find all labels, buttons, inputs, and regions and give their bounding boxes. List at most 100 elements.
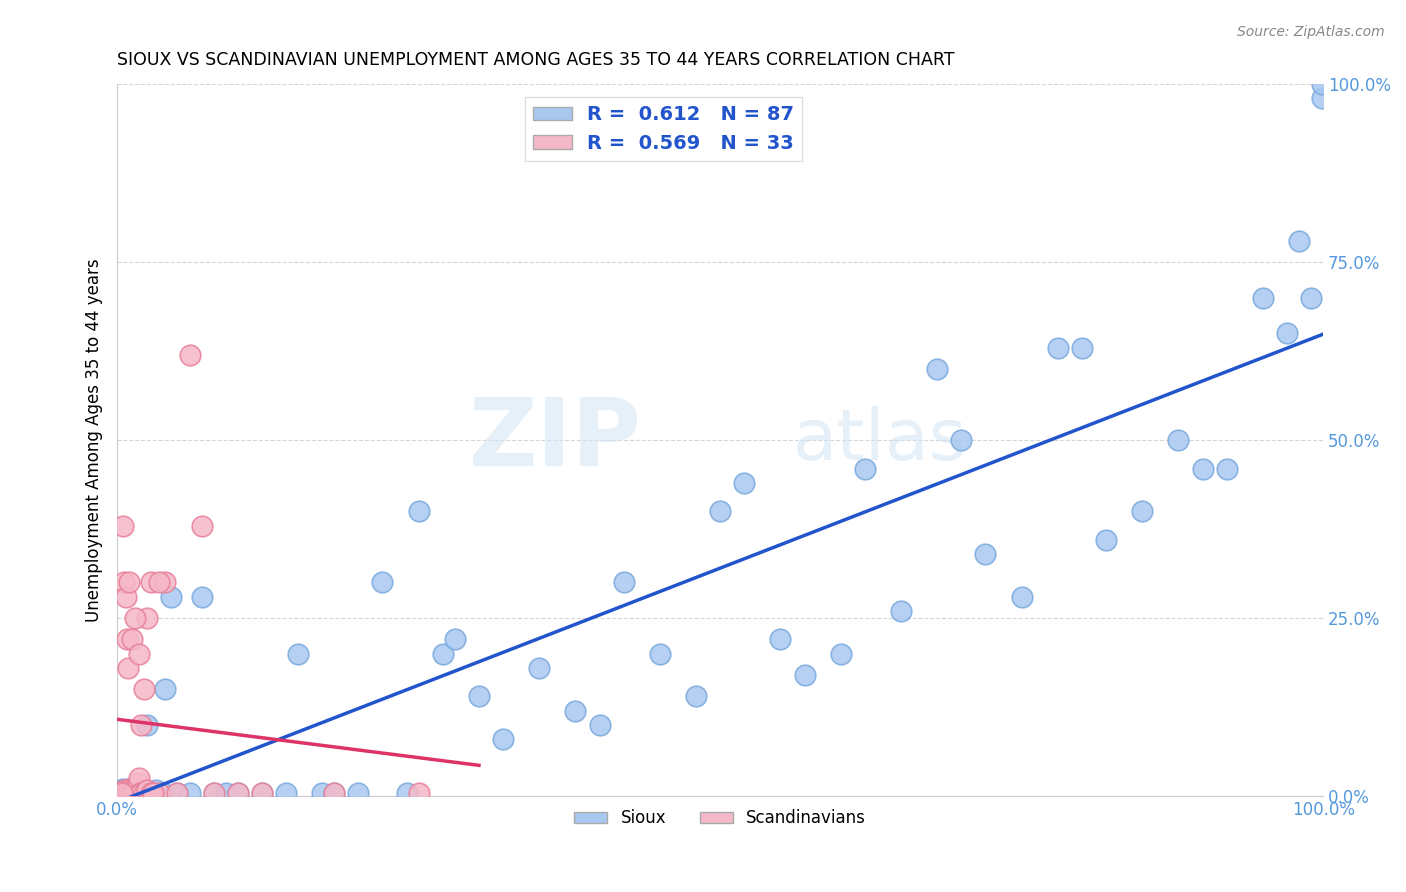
Point <box>152 785 174 799</box>
Point <box>124 611 146 625</box>
Point <box>733 475 755 490</box>
Point <box>179 785 201 799</box>
Point <box>110 785 132 799</box>
Point <box>117 661 139 675</box>
Point <box>115 785 138 799</box>
Point <box>115 785 138 799</box>
Point <box>139 575 162 590</box>
Point <box>142 785 165 799</box>
Point <box>118 575 141 590</box>
Point <box>117 783 139 797</box>
Point <box>1130 504 1153 518</box>
Point <box>371 575 394 590</box>
Point <box>121 787 143 801</box>
Point <box>124 781 146 796</box>
Point <box>432 647 454 661</box>
Point <box>131 785 153 799</box>
Point <box>136 718 159 732</box>
Point <box>311 785 333 799</box>
Point <box>114 785 136 799</box>
Text: Source: ZipAtlas.com: Source: ZipAtlas.com <box>1237 25 1385 39</box>
Point <box>122 783 145 797</box>
Point <box>128 785 150 799</box>
Point <box>108 785 131 799</box>
Point <box>287 647 309 661</box>
Point <box>226 785 249 799</box>
Point <box>121 785 143 799</box>
Point <box>129 785 152 799</box>
Point <box>128 787 150 801</box>
Point <box>274 785 297 799</box>
Point <box>709 504 731 518</box>
Text: atlas: atlas <box>793 406 967 475</box>
Point <box>492 732 515 747</box>
Point <box>1191 461 1213 475</box>
Point <box>226 785 249 799</box>
Point <box>136 611 159 625</box>
Point <box>529 661 551 675</box>
Point <box>250 785 273 799</box>
Point <box>155 575 177 590</box>
Point <box>112 518 135 533</box>
Point <box>927 362 949 376</box>
Point <box>142 785 165 799</box>
Point <box>115 785 138 799</box>
Point <box>125 785 148 799</box>
Point <box>132 682 155 697</box>
Point <box>112 785 135 799</box>
Point <box>139 785 162 799</box>
Point <box>132 785 155 799</box>
Point <box>166 785 188 799</box>
Point <box>395 785 418 799</box>
Point <box>131 785 153 799</box>
Point <box>1310 77 1333 91</box>
Point <box>128 647 150 661</box>
Point <box>1167 433 1189 447</box>
Point <box>118 781 141 796</box>
Point <box>1011 590 1033 604</box>
Point <box>120 785 142 799</box>
Point <box>1299 291 1322 305</box>
Point <box>148 785 170 799</box>
Point <box>114 787 136 801</box>
Point <box>793 668 815 682</box>
Point <box>129 781 152 796</box>
Point <box>215 785 238 799</box>
Point <box>136 783 159 797</box>
Point <box>408 504 430 518</box>
Text: SIOUX VS SCANDINAVIAN UNEMPLOYMENT AMONG AGES 35 TO 44 YEARS CORRELATION CHART: SIOUX VS SCANDINAVIAN UNEMPLOYMENT AMONG… <box>117 51 955 69</box>
Point <box>1288 234 1310 248</box>
Point <box>148 787 170 801</box>
Point <box>408 785 430 799</box>
Point <box>648 647 671 661</box>
Point <box>853 461 876 475</box>
Point <box>121 783 143 797</box>
Point <box>120 785 142 799</box>
Point <box>135 787 157 801</box>
Point <box>110 785 132 799</box>
Point <box>1310 91 1333 105</box>
Point <box>769 632 792 647</box>
Point <box>1275 326 1298 341</box>
Point <box>114 590 136 604</box>
Point <box>118 783 141 797</box>
Point <box>950 433 973 447</box>
Point <box>190 518 212 533</box>
Point <box>685 690 707 704</box>
Point <box>613 575 636 590</box>
Point <box>190 590 212 604</box>
Point <box>974 547 997 561</box>
Point <box>121 785 143 799</box>
Point <box>131 718 153 732</box>
Point <box>121 781 143 796</box>
Point <box>323 785 346 799</box>
Point <box>1071 341 1094 355</box>
Point <box>132 783 155 797</box>
Point <box>117 781 139 796</box>
Point <box>202 785 225 799</box>
Point <box>139 785 162 799</box>
Text: ZIP: ZIP <box>470 394 641 486</box>
Point <box>125 785 148 799</box>
Point <box>1215 461 1237 475</box>
Point <box>127 783 149 797</box>
